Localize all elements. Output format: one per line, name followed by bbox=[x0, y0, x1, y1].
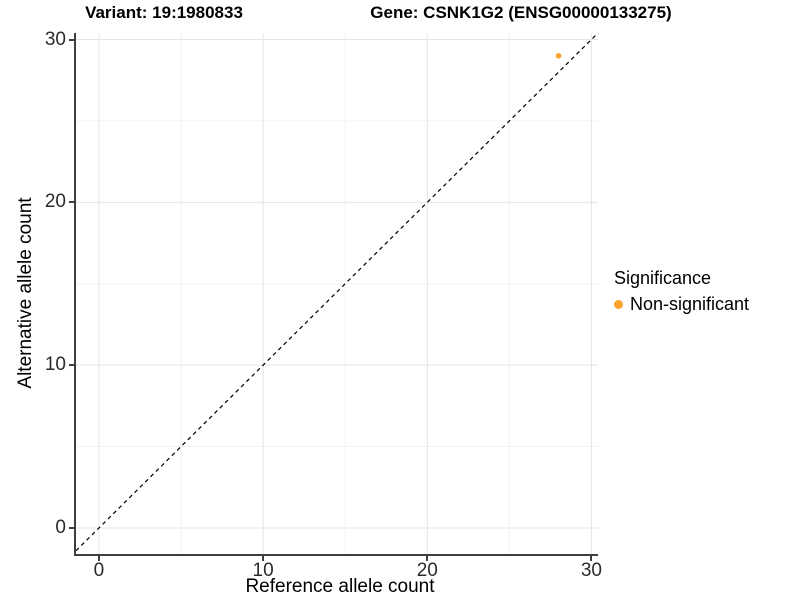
plot-panel bbox=[76, 33, 598, 554]
legend-item: Non-significant bbox=[614, 294, 749, 315]
x-tick-mark bbox=[426, 556, 429, 561]
y-tick-mark bbox=[69, 364, 74, 367]
y-tick-mark bbox=[69, 201, 74, 204]
x-tick-mark bbox=[97, 556, 100, 561]
gene-title: Gene: CSNK1G2 (ENSG00000133275) bbox=[370, 3, 672, 22]
y-tick-label: 0 bbox=[55, 516, 66, 538]
y-tick-mark bbox=[69, 526, 74, 529]
legend-swatch-icon bbox=[614, 300, 623, 309]
x-tick-mark bbox=[262, 556, 265, 561]
y-axis-line bbox=[74, 33, 76, 556]
identity-line bbox=[76, 33, 598, 552]
data-point bbox=[555, 52, 562, 59]
x-tick-label: 20 bbox=[416, 560, 438, 581]
x-tick-label: 30 bbox=[580, 560, 602, 581]
y-tick-mark bbox=[69, 38, 74, 41]
legend-label: Non-significant bbox=[630, 294, 750, 314]
legend-items: Non-significant bbox=[614, 294, 749, 315]
variant-title: Variant: 19:1980833 bbox=[85, 3, 243, 22]
x-axis-title: Reference allele count bbox=[245, 576, 435, 597]
y-axis-title: Alternative allele count bbox=[15, 197, 36, 389]
x-axis-line bbox=[74, 554, 598, 556]
legend: Significance Non-significant bbox=[614, 268, 749, 315]
y-tick-label: 30 bbox=[44, 28, 66, 50]
legend-title: Significance bbox=[614, 268, 712, 288]
y-tick-label: 10 bbox=[44, 354, 66, 376]
y-tick-label: 20 bbox=[44, 191, 66, 213]
x-tick-label: 0 bbox=[93, 560, 105, 581]
x-tick-mark bbox=[590, 556, 593, 561]
x-tick-label: 10 bbox=[252, 560, 274, 581]
